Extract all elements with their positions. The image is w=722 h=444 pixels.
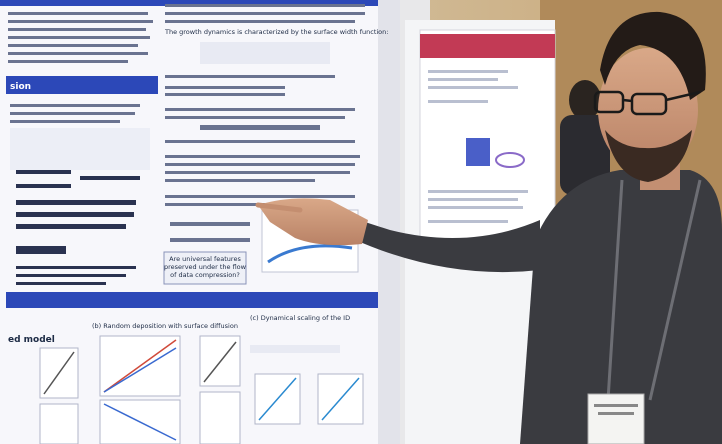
- lanyard: [606, 179, 702, 401]
- panel-title: (b) Random deposition with surface diffu…: [92, 322, 238, 330]
- back-poster-text: [428, 70, 528, 223]
- figure-curve: [267, 244, 353, 264]
- background-person: [569, 80, 601, 120]
- glasses: [593, 90, 701, 116]
- face: [598, 48, 698, 172]
- finger: [255, 202, 303, 213]
- back-poster-figure: [466, 138, 490, 166]
- poster-body-text: [10, 104, 140, 123]
- badge-text: [594, 404, 638, 415]
- section-heading: sion: [10, 82, 31, 92]
- section-header: [6, 292, 378, 308]
- callout-text: Are universal features: [169, 255, 241, 263]
- poster-paragraph: The growth dynamics is characterized by …: [164, 28, 388, 36]
- formula: [200, 42, 330, 64]
- back-poster-figure: [495, 152, 525, 168]
- callout-text: of data compression?: [170, 271, 240, 279]
- beard: [605, 130, 692, 182]
- figure-caption-box: [10, 128, 150, 170]
- sweater: [520, 170, 722, 444]
- poster-body-text: [165, 4, 365, 23]
- panel-heading: ed model: [8, 335, 55, 345]
- back-poster-header: [420, 34, 555, 58]
- plot-line: [43, 339, 360, 441]
- panel-title: (c) Dynamical scaling of the ID: [250, 314, 350, 322]
- hair: [600, 11, 706, 100]
- callout-box: [163, 251, 247, 285]
- poster-top-bar: [0, 0, 400, 6]
- poster-body-text: [165, 75, 360, 242]
- section-header: [6, 76, 158, 94]
- poster-body-text: [8, 12, 153, 63]
- background-person: [560, 115, 610, 195]
- callout-text: preserved under the flow: [164, 263, 247, 271]
- formula: [250, 345, 340, 353]
- sweater-arm: [360, 220, 540, 273]
- name-badge: [587, 393, 645, 444]
- equations: [16, 170, 140, 285]
- poster-board-edge: [378, 0, 400, 444]
